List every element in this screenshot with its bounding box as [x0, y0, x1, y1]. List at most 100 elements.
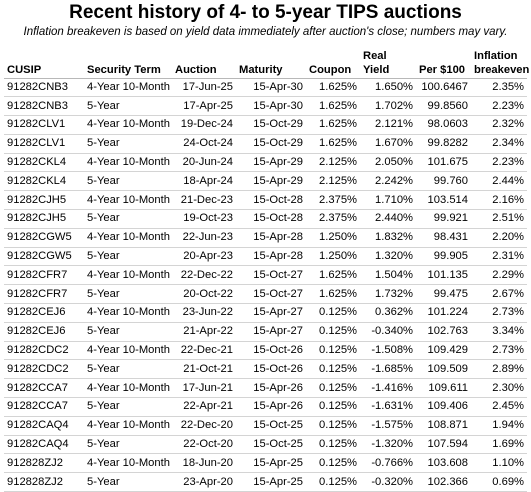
header-inflation-breakeven: Inflation breakeven: [471, 41, 529, 79]
cell-real-yield: 0.362%: [360, 303, 416, 323]
cell-coupon: 0.125%: [306, 322, 360, 342]
cell-per-100: 109.406: [416, 397, 471, 417]
cell-auction: 21-Oct-21: [172, 359, 236, 380]
cell-coupon: 1.625%: [306, 78, 360, 98]
table-row: 91282CFR7 5-Year 20-Oct-22 15-Oct-27 1.625% 1…: [4, 284, 527, 305]
cell-cusip: 91282CGW5: [4, 247, 84, 267]
cell-per-100: 102.366: [416, 472, 471, 492]
cell-auction: 23-Apr-20: [172, 472, 236, 492]
cell-per-100: 99.921: [416, 209, 471, 229]
table-row: 91282CCA7 4-Year 10-Month 17-Jun-21 15-Apr-…: [4, 378, 527, 399]
page-subtitle: Inflation breakeven is based on yield da…: [23, 26, 508, 38]
cell-security-term: 4-Year 10-Month: [84, 416, 172, 436]
cell-real-yield: -0.340%: [360, 322, 416, 342]
cell-coupon: 1.625%: [306, 115, 360, 135]
cell-maturity: 15-Oct-26: [236, 359, 306, 380]
cell-security-term: 4-Year 10-Month: [84, 303, 172, 323]
cell-security-term: 5-Year: [84, 359, 172, 380]
cell-coupon: 2.375%: [306, 209, 360, 229]
page-title: Recent history of 4- to 5-year TIPS auct…: [69, 2, 462, 23]
cell-per-100: 109.429: [416, 341, 471, 361]
cell-coupon: 1.625%: [306, 284, 360, 305]
cell-per-100: 98.0603: [416, 115, 471, 135]
cell-maturity: 15-Oct-27: [236, 284, 306, 305]
table-body: 91282CNB3 4-Year 10-Month 17-Jun-25 15-Apr-…: [4, 78, 527, 492]
header-auction: Auction: [172, 41, 236, 79]
cell-auction: 19-Dec-24: [172, 115, 236, 135]
cell-inflation-breakeven: 3.34%: [471, 322, 527, 342]
table-row: 91282CJH5 5-Year 19-Oct-23 15-Oct-28 2.375% 2…: [4, 209, 527, 229]
cell-real-yield: -1.416%: [360, 378, 416, 399]
cell-inflation-breakeven: 2.34%: [471, 134, 527, 154]
table-row: 91282CGW5 4-Year 10-Month 22-Jun-23 15-Apr-…: [4, 228, 527, 248]
cell-real-yield: 1.650%: [360, 78, 416, 98]
cell-inflation-breakeven: 2.16%: [471, 190, 527, 211]
header-label: Auction: [175, 63, 217, 76]
cell-security-term: 4-Year 10-Month: [84, 115, 172, 135]
cell-inflation-breakeven: 2.35%: [471, 78, 527, 98]
cell-security-term: 5-Year: [84, 284, 172, 305]
cell-security-term: 4-Year 10-Month: [84, 341, 172, 361]
cell-coupon: 0.125%: [306, 359, 360, 380]
cell-auction: 22-Jun-23: [172, 228, 236, 248]
cell-auction: 22-Dec-21: [172, 341, 236, 361]
cell-real-yield: 1.832%: [360, 228, 416, 248]
cell-inflation-breakeven: 1.10%: [471, 453, 527, 474]
header-label: CUSIP: [7, 63, 42, 76]
cell-coupon: 0.125%: [306, 435, 360, 455]
cell-auction: 17-Apr-25: [172, 96, 236, 117]
cell-auction: 20-Jun-24: [172, 153, 236, 173]
cell-coupon: 0.125%: [306, 472, 360, 492]
header-cusip: CUSIP: [4, 41, 84, 79]
cell-cusip: 91282CEJ6: [4, 303, 84, 323]
cell-real-yield: -0.320%: [360, 472, 416, 492]
header-label: Maturity: [239, 63, 283, 76]
table-row: 91282CLV1 4-Year 10-Month 19-Dec-24 15-Oct-…: [4, 115, 527, 135]
cell-cusip: 91282CLV1: [4, 115, 84, 135]
cell-auction: 22-Oct-20: [172, 435, 236, 455]
table-row: 91282CLV1 5-Year 24-Oct-24 15-Oct-29 1.625% 1…: [4, 134, 527, 154]
table-row: 91282CDC2 4-Year 10-Month 22-Dec-21 15-Oct-…: [4, 341, 527, 361]
cell-real-yield: -1.631%: [360, 397, 416, 417]
cell-auction: 19-Oct-23: [172, 209, 236, 229]
cell-real-yield: 1.504%: [360, 265, 416, 286]
cell-inflation-breakeven: 2.73%: [471, 341, 527, 361]
table-row: 91282CNB3 5-Year 17-Apr-25 15-Apr-30 1.625% 1…: [4, 96, 527, 117]
cell-per-100: 108.871: [416, 416, 471, 436]
table-row: 91282CKL4 5-Year 18-Apr-24 15-Apr-29 2.125% 2…: [4, 171, 527, 192]
cell-maturity: 15-Apr-30: [236, 96, 306, 117]
cell-security-term: 5-Year: [84, 435, 172, 455]
cell-cusip: 91282CFR7: [4, 265, 84, 286]
cell-coupon: 0.125%: [306, 397, 360, 417]
cell-maturity: 15-Apr-27: [236, 303, 306, 323]
cell-coupon: 1.250%: [306, 228, 360, 248]
cell-cusip: 91282CCA7: [4, 378, 84, 399]
table-row: 91282CAQ4 5-Year 22-Oct-20 15-Oct-25 0.125% -…: [4, 435, 527, 455]
cell-real-yield: 2.242%: [360, 171, 416, 192]
cell-security-term: 4-Year 10-Month: [84, 78, 172, 98]
cell-maturity: 15-Apr-28: [236, 247, 306, 267]
cell-coupon: 1.250%: [306, 247, 360, 267]
cell-security-term: 5-Year: [84, 472, 172, 492]
cell-inflation-breakeven: 1.94%: [471, 416, 527, 436]
cell-real-yield: 1.670%: [360, 134, 416, 154]
table-row: 91282CCA7 5-Year 22-Apr-21 15-Apr-26 0.125% -…: [4, 397, 527, 417]
header-maturity: Maturity: [236, 41, 306, 79]
cell-maturity: 15-Apr-25: [236, 472, 306, 492]
cell-real-yield: -0.766%: [360, 453, 416, 474]
header-label: Inflation: [474, 49, 518, 62]
cell-inflation-breakeven: 2.89%: [471, 359, 527, 380]
cell-maturity: 15-Apr-26: [236, 378, 306, 399]
cell-per-100: 99.760: [416, 171, 471, 192]
cell-per-100: 109.509: [416, 359, 471, 380]
cell-security-term: 4-Year 10-Month: [84, 453, 172, 474]
cell-security-term: 5-Year: [84, 96, 172, 117]
cell-cusip: 91282CDC2: [4, 359, 84, 380]
table-row: 91282CEJ6 5-Year 21-Apr-22 15-Apr-27 0.125% -…: [4, 322, 527, 342]
cell-inflation-breakeven: 2.31%: [471, 247, 527, 267]
cell-inflation-breakeven: 2.67%: [471, 284, 527, 305]
cell-maturity: 15-Apr-28: [236, 228, 306, 248]
table-row: 91282CAQ4 4-Year 10-Month 22-Dec-20 15-Oct-…: [4, 416, 527, 436]
cell-coupon: 1.625%: [306, 134, 360, 154]
cell-coupon: 0.125%: [306, 453, 360, 474]
